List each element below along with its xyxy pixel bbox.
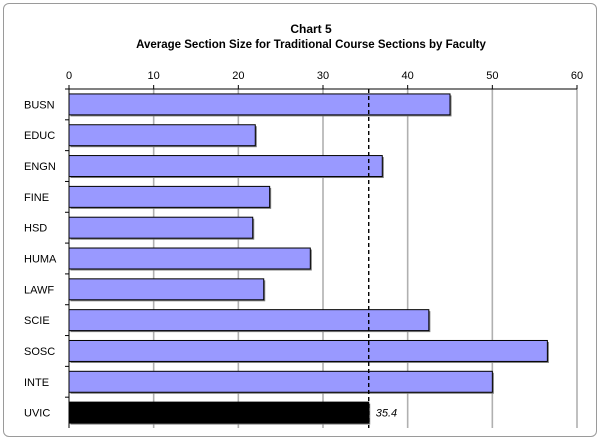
bars bbox=[68, 93, 549, 425]
bar-inte bbox=[68, 370, 493, 393]
x-tick-label-10: 10 bbox=[148, 70, 160, 82]
category-label-hsd: HSD bbox=[24, 223, 47, 235]
bar-lawf bbox=[68, 278, 265, 301]
chart-subtitle: Average Section Size for Traditional Cou… bbox=[136, 39, 486, 51]
bar-educ bbox=[68, 124, 256, 147]
axes bbox=[65, 85, 578, 428]
category-label-inte: INTE bbox=[24, 377, 49, 389]
x-tick-label-0: 0 bbox=[66, 70, 72, 82]
category-label-educ: EDUC bbox=[24, 130, 55, 142]
category-label-scie: SCIE bbox=[24, 315, 50, 327]
category-label-lawf: LAWF bbox=[24, 284, 54, 296]
bar-uvic bbox=[68, 401, 370, 424]
bar-busn bbox=[68, 93, 451, 116]
data-label-uvic: 35.4 bbox=[376, 408, 397, 420]
category-label-uvic: UVIC bbox=[24, 408, 50, 420]
category-labels: BUSN EDUC ENGN FINE HSD HUMA LAWF SCIE SOSC INTE U… bbox=[24, 99, 397, 419]
bar-scie bbox=[68, 309, 430, 332]
x-tick-label-30: 30 bbox=[317, 70, 329, 82]
category-label-fine: FINE bbox=[24, 192, 49, 204]
x-tick-labels: 0 10 20 30 40 50 60 bbox=[66, 70, 583, 82]
category-label-huma: HUMA bbox=[24, 254, 57, 266]
category-label-busn: BUSN bbox=[24, 99, 55, 111]
chart-title: Chart 5 bbox=[290, 22, 332, 36]
x-tick-label-40: 40 bbox=[402, 70, 414, 82]
bar-huma bbox=[68, 247, 311, 270]
bar-hsd bbox=[68, 216, 254, 239]
bar-sosc bbox=[68, 339, 548, 362]
x-tick-label-50: 50 bbox=[486, 70, 498, 82]
category-label-engn: ENGN bbox=[24, 161, 56, 173]
x-tick-label-60: 60 bbox=[571, 70, 583, 82]
category-label-sosc: SOSC bbox=[24, 346, 55, 358]
bar-engn bbox=[68, 155, 383, 178]
bar-fine bbox=[68, 185, 271, 208]
x-tick-label-20: 20 bbox=[232, 70, 244, 82]
